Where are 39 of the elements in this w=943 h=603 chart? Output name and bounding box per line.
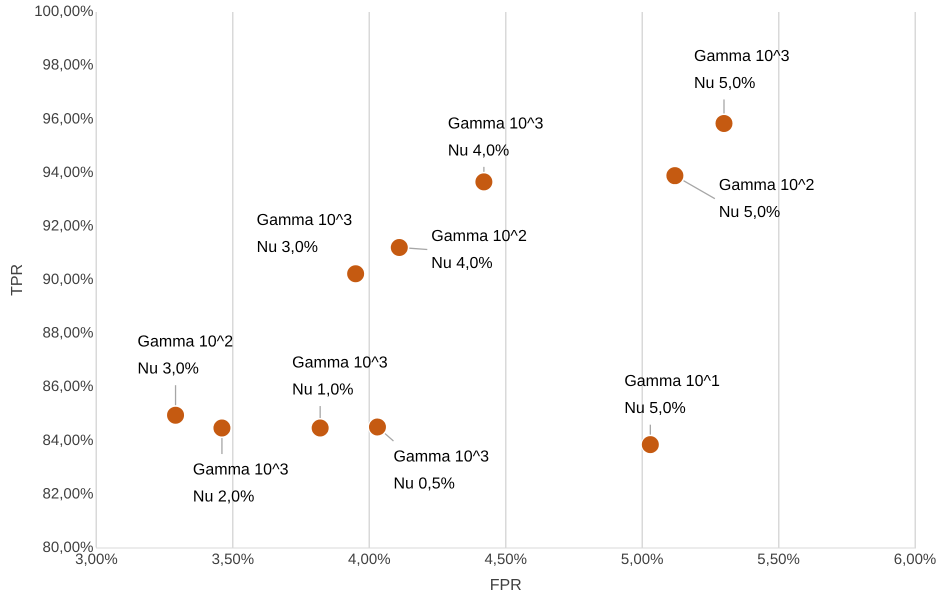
annotation: Gamma 10^1 Nu 5,0% xyxy=(624,373,720,418)
y-tick-label: 90,00% xyxy=(42,271,94,288)
y-tick-label: 96,00% xyxy=(42,110,94,128)
x-tick-label: 5,50% xyxy=(757,550,800,568)
y-tick-label: 88,00% xyxy=(42,324,94,342)
y-tick-label: 82,00% xyxy=(42,485,94,502)
annotation: Gamma 10^2 Nu 3,0% xyxy=(138,334,234,378)
point xyxy=(474,172,494,192)
x-tick-label: 3,00% xyxy=(75,550,118,568)
point xyxy=(714,114,734,133)
y-tick-label: 86,00% xyxy=(42,378,94,396)
annotation: Gamma 10^3 Nu 2,0% xyxy=(192,461,289,506)
x-tick-label: 4,50% xyxy=(484,550,527,568)
x-tick-label: 4,00% xyxy=(348,550,391,568)
annotation: Gamma 10^2 Nu 4,0% xyxy=(431,228,527,272)
annotation: Gamma 10^2 Nu 5,0% xyxy=(718,177,815,222)
x-tick-label: 3,50% xyxy=(212,550,254,568)
y-axis-title: TPR xyxy=(9,264,26,296)
point xyxy=(640,435,660,454)
y-tick-label: 94,00% xyxy=(42,164,94,181)
annotation: Gamma 10^3 Nu 4,0% xyxy=(448,115,544,160)
x-axis-title: FPR xyxy=(490,576,522,594)
point xyxy=(310,418,330,438)
annotation: Gamma 10^3 Nu 0,5% xyxy=(393,448,490,492)
point xyxy=(346,264,366,284)
y-tick-label: 98,00% xyxy=(42,56,94,74)
point xyxy=(212,418,232,438)
point xyxy=(665,166,684,186)
annotation: Gamma 10^3 Nu 5,0% xyxy=(694,48,790,92)
point xyxy=(390,238,409,257)
y-tick-label: 100,00% xyxy=(34,3,94,20)
x-tick-label: 5,00% xyxy=(620,550,664,568)
y-tick-label: 84,00% xyxy=(42,432,94,449)
annotation: Gamma 10^3 Nu 1,0% xyxy=(292,354,388,398)
y-tick-label: 92,00% xyxy=(42,217,94,234)
point xyxy=(368,417,387,436)
annotation: Gamma 10^3 Nu 3,0% xyxy=(256,212,352,256)
point xyxy=(166,406,186,425)
x-tick-label: 6,00% xyxy=(894,550,936,568)
